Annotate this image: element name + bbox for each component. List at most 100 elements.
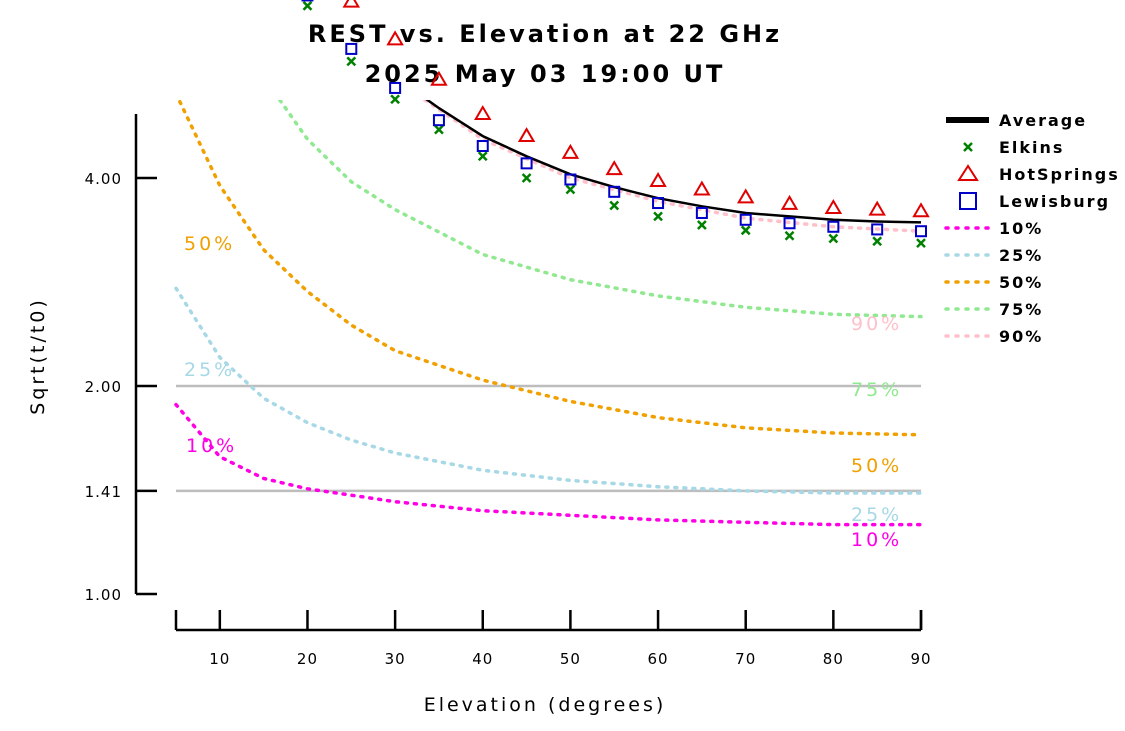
curve-75pct <box>277 100 923 319</box>
y-tick-label: 1.41 <box>85 483 122 501</box>
lewisburg-point <box>608 185 621 198</box>
lewisburg-point <box>871 223 884 236</box>
x-tick-label: 40 <box>472 650 493 668</box>
lewisburg-point <box>432 114 445 127</box>
hotsprings-point <box>342 0 361 8</box>
elkins-point <box>872 236 883 247</box>
lewisburg-point <box>827 220 840 233</box>
elkins-point <box>653 211 663 222</box>
curve-label-25pct: 25% <box>184 359 235 381</box>
legend-label: Elkins <box>999 138 1064 157</box>
curve-label-50pct: 50% <box>184 233 235 255</box>
elkins-point <box>609 200 620 211</box>
series-layer: 10% 10% 25% 25% 50% 50% 75% 90% <box>174 0 930 551</box>
legend-label: 75% <box>999 300 1043 319</box>
x-tick-label: 30 <box>385 650 406 668</box>
hotsprings-point <box>474 105 492 121</box>
legend-label: 50% <box>999 273 1043 292</box>
marker-stroke <box>390 94 401 105</box>
elkins-point <box>302 0 313 11</box>
x-tick-label: 50 <box>560 650 581 668</box>
lewisburg-point <box>345 42 358 55</box>
chart-subtitle: 2025 May 03 19:00 UT <box>365 60 726 88</box>
marker-stroke <box>565 184 576 195</box>
lewisburg-point <box>564 173 577 186</box>
marker-stroke <box>302 0 313 11</box>
lewisburg-point <box>520 157 533 170</box>
legend-label: 25% <box>999 246 1043 265</box>
chart-title: REST vs. Elevation at 22 GHz <box>308 20 782 48</box>
hotsprings-point <box>780 194 799 210</box>
x-tick-label: 10 <box>209 650 230 668</box>
y-axis-label: Sqrt(t/t0) <box>27 297 49 415</box>
marker-stroke <box>872 236 883 247</box>
lewisburg-point <box>739 213 752 226</box>
elkins-point <box>390 94 401 105</box>
marker-stroke <box>828 233 839 244</box>
marker-stroke <box>477 151 488 162</box>
curve-label-25pct: 25% <box>851 504 902 526</box>
x-tick-label: 80 <box>823 650 844 668</box>
elkins-point <box>477 151 488 162</box>
elkins-point <box>346 56 357 67</box>
elkins-point <box>784 230 795 241</box>
x-axis-label: Elevation (degrees) <box>424 694 667 716</box>
legend-swatch-elkins <box>963 142 973 152</box>
marker-stroke <box>740 225 751 236</box>
x-tick-label: 20 <box>297 650 318 668</box>
hotsprings-point <box>693 180 711 196</box>
lewisburg-point <box>783 217 796 230</box>
marker-stroke <box>963 142 973 152</box>
y-tick-label: 1.00 <box>85 586 122 604</box>
hotsprings-point <box>649 172 667 188</box>
marker-stroke <box>916 238 926 248</box>
elkins-point <box>521 173 532 183</box>
lewisburg-point <box>652 197 665 210</box>
hotsprings-point <box>824 198 843 214</box>
legend-label: Lewisburg <box>999 192 1110 211</box>
hotsprings-point <box>430 70 448 86</box>
legend-label: Average <box>999 111 1087 130</box>
legend-label: 10% <box>999 219 1043 238</box>
legend-label: 90% <box>999 327 1043 346</box>
reference-lines <box>176 384 921 493</box>
lewisburg-point <box>915 225 927 238</box>
hotsprings-point <box>605 160 623 176</box>
x-tick-label: 70 <box>735 650 756 668</box>
elkins-point <box>740 225 751 236</box>
lewisburg-point <box>389 81 402 94</box>
legend-swatch-lewisburg <box>959 192 977 210</box>
hotsprings-point <box>386 30 404 46</box>
marker-stroke <box>696 220 707 230</box>
curve-10pct <box>174 402 923 527</box>
curve-label-50pct: 50% <box>851 455 902 477</box>
x-tick-label: 90 <box>910 650 931 668</box>
marker-stroke <box>609 200 620 211</box>
curve-25pct <box>174 286 923 495</box>
legend-label: HotSprings <box>999 165 1120 184</box>
marker-stroke <box>521 173 532 183</box>
curve-label-10pct: 10% <box>851 529 902 551</box>
curve-50pct <box>177 100 923 437</box>
elkins-point <box>696 220 707 230</box>
legend-swatch-hotsprings <box>957 164 979 181</box>
hotsprings-point <box>912 202 930 218</box>
elkins-point <box>565 184 576 195</box>
curve-label-90pct: 90% <box>851 313 902 335</box>
lewisburg-point <box>695 206 708 219</box>
marker-stroke <box>346 56 357 67</box>
marker-stroke <box>653 211 663 222</box>
hotsprings-point <box>868 200 886 216</box>
hotsprings-point <box>517 127 536 143</box>
elkins-point <box>828 233 839 244</box>
lewisburg-point <box>476 140 489 153</box>
marker-stroke <box>784 230 795 241</box>
hotsprings-point <box>561 143 580 159</box>
y-tick-label: 2.00 <box>85 378 122 396</box>
marker-stroke <box>434 124 444 135</box>
elkins-point <box>434 124 444 135</box>
x-tick-label: 60 <box>648 650 669 668</box>
hotsprings-point <box>736 188 755 204</box>
